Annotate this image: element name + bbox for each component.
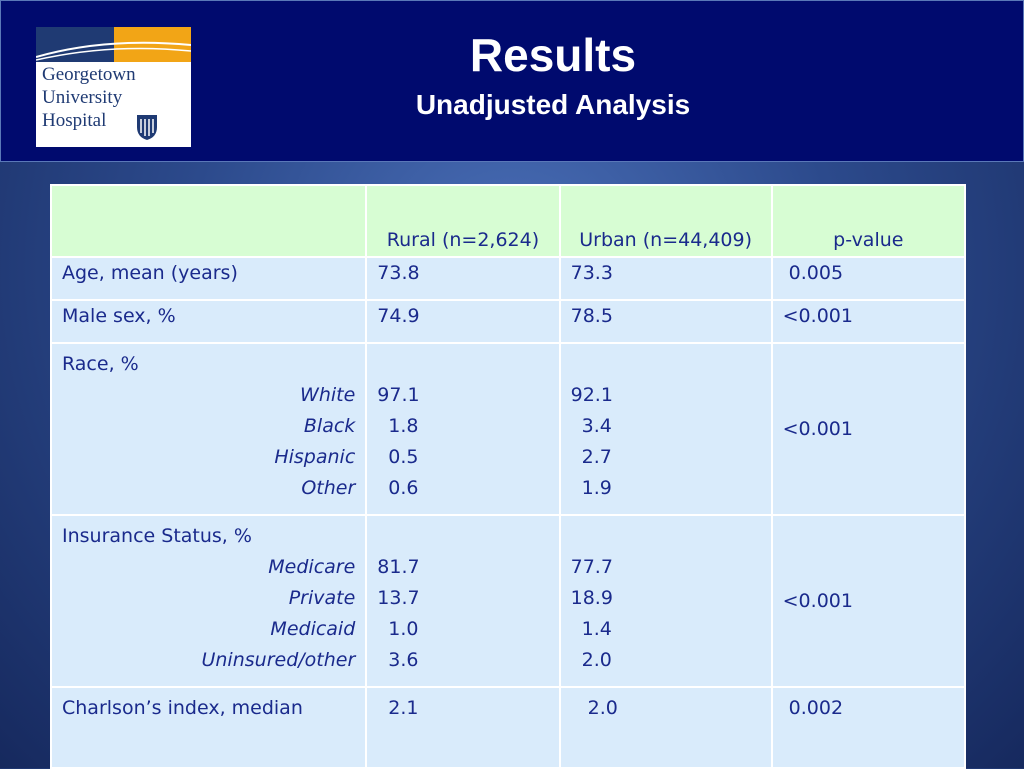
table-header-row: Rural (n=2,624) Urban (n=44,409) p-value xyxy=(49,184,967,258)
logo-text: Georgetown University Hospital xyxy=(42,63,152,132)
column-header-rural: Rural (n=2,624) xyxy=(365,184,561,258)
p-value: <0.001 xyxy=(770,514,967,688)
rural-value: 74.9 xyxy=(365,299,561,344)
logo-line-1: Georgetown xyxy=(42,64,136,85)
sub-label: Medicaid xyxy=(270,618,356,640)
row-label-group: Race, % White Black Hispanic Other xyxy=(49,342,368,516)
rural-value: 1.0 xyxy=(388,618,419,640)
row-label: Race, % xyxy=(62,353,139,375)
table-row: Insurance Status, % Medicare Private Med… xyxy=(49,514,967,688)
rural-value: 81.7 xyxy=(377,556,420,578)
row-label: Age, mean (years) xyxy=(49,256,368,301)
logo-swoosh-icon xyxy=(36,41,191,61)
column-header-label xyxy=(49,184,368,258)
sub-label: Private xyxy=(288,587,356,609)
rural-value: 3.6 xyxy=(388,649,419,671)
sub-label: Black xyxy=(303,415,356,437)
p-value: <0.001 xyxy=(770,342,967,516)
sub-label: Other xyxy=(301,477,356,499)
rural-values: 97.1 1.8 0.5 0.6 xyxy=(365,342,561,516)
urban-value: 18.9 xyxy=(570,587,613,609)
crest-icon xyxy=(137,115,157,140)
urban-value: 2.7 xyxy=(581,446,612,468)
table-row: Charlson’s index, median 2.1 2.0 0.002 xyxy=(49,686,967,769)
sub-label: White xyxy=(300,384,356,406)
urban-value: 92.1 xyxy=(570,384,613,406)
p-value: <0.001 xyxy=(770,299,967,344)
rural-value: 97.1 xyxy=(377,384,420,406)
urban-value: 2.0 xyxy=(581,649,612,671)
logo-line-2: University xyxy=(42,87,123,108)
row-label-group: Insurance Status, % Medicare Private Med… xyxy=(49,514,368,688)
urban-value: 1.9 xyxy=(581,477,612,499)
column-header-p-value: p-value xyxy=(770,184,967,258)
slide-subtitle: Unadjusted Analysis xyxy=(415,89,691,120)
georgetown-logo: Georgetown University Hospital xyxy=(36,27,191,147)
sub-label: Uninsured/other xyxy=(201,649,356,671)
row-label: Charlson’s index, median xyxy=(49,686,368,769)
rural-value: 2.1 xyxy=(365,686,561,769)
rural-values: 81.7 13.7 1.0 3.6 xyxy=(365,514,561,688)
slide-title: Results xyxy=(469,29,637,81)
table-row: Male sex, % 74.9 78.5 <0.001 xyxy=(49,299,967,344)
slide-header: Georgetown University Hospital Results U… xyxy=(0,0,1024,162)
urban-value: 73.3 xyxy=(558,256,773,301)
p-value: 0.005 xyxy=(770,256,967,301)
urban-value: 77.7 xyxy=(570,556,613,578)
p-value: 0.002 xyxy=(770,686,967,769)
urban-values: 92.1 3.4 2.7 1.9 xyxy=(558,342,773,516)
urban-value: 78.5 xyxy=(558,299,773,344)
sub-label: Medicare xyxy=(268,556,356,578)
table-row: Race, % White Black Hispanic Other 97.1 … xyxy=(49,342,967,516)
row-label: Insurance Status, % xyxy=(62,525,252,547)
urban-value: 1.4 xyxy=(581,618,612,640)
table-row: Age, mean (years) 73.8 73.3 0.005 xyxy=(49,256,967,301)
rural-value: 73.8 xyxy=(365,256,561,301)
sub-label: Hispanic xyxy=(274,446,356,468)
rural-value: 0.5 xyxy=(388,446,419,468)
urban-value: 3.4 xyxy=(581,415,612,437)
column-header-urban: Urban (n=44,409) xyxy=(558,184,773,258)
results-table: Rural (n=2,624) Urban (n=44,409) p-value… xyxy=(49,184,967,769)
rural-value: 1.8 xyxy=(388,415,419,437)
urban-values: 77.7 18.9 1.4 2.0 xyxy=(558,514,773,688)
urban-value: 2.0 xyxy=(558,686,773,769)
rural-value: 0.6 xyxy=(388,477,419,499)
row-label: Male sex, % xyxy=(49,299,368,344)
rural-value: 13.7 xyxy=(377,587,420,609)
logo-line-3: Hospital xyxy=(42,110,107,131)
